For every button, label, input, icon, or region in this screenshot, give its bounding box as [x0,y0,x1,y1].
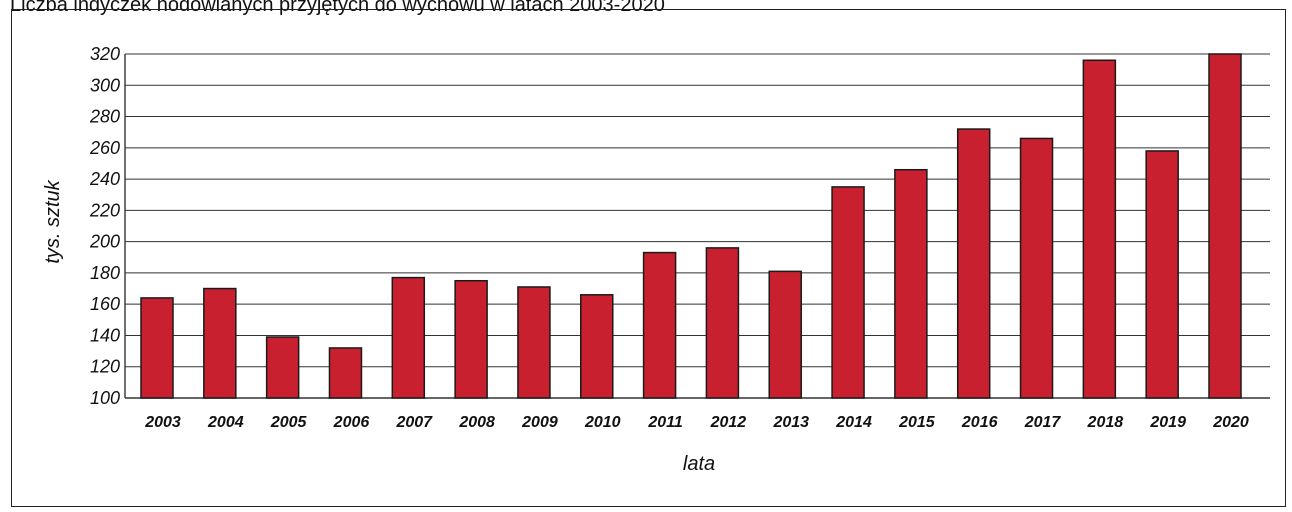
y-tick-label: 140 [90,325,120,345]
y-tick-labels: 100 120 140 160 180 200 220 240 260 280 300 320 [89,44,120,408]
x-tick-label: 2006 [333,414,370,431]
x-tick-label: 2007 [395,414,433,431]
y-tick-label: 280 [89,107,120,127]
bar-2015 [894,168,928,399]
bar-2016 [956,128,991,399]
bar-2013 [768,270,802,399]
x-tick-label: 2013 [772,414,809,431]
bar-2017 [1019,137,1054,399]
bar-2009 [517,286,551,399]
bars [140,53,1242,399]
x-tick-label: 2004 [207,414,244,431]
y-tick-label: 200 [89,232,120,252]
y-tick-label: 220 [89,200,120,220]
y-axis-label: tys. sztuk [42,179,64,263]
x-tick-label: 2003 [144,414,181,431]
gridlines [124,53,1270,399]
x-tick-label: 2005 [270,414,308,431]
chart-frame [11,9,1286,507]
y-tick-label: 100 [90,388,120,408]
y-tick-label: 240 [89,169,120,189]
x-tick-label: 2012 [710,414,747,431]
x-tick-label: 2017 [1024,414,1062,431]
x-tick-label: 2010 [584,414,621,431]
bar-2011 [642,251,677,399]
bar-2010 [580,294,614,399]
bar-2019 [1145,150,1179,399]
bar-2003 [140,297,174,399]
bar-2008 [454,279,488,399]
x-tick-labels: 2003 2004 2005 2006 2007 2008 2009 2010 2011 2012… [144,414,1249,431]
bar-2012 [705,247,740,399]
bar-2005 [265,336,300,399]
x-tick-label: 2016 [961,414,998,431]
bar-2014 [831,186,865,399]
x-tick-label: 2015 [898,414,936,431]
x-tick-label: 2011 [647,414,683,431]
x-tick-label: 2008 [458,414,495,431]
chart-title: Liczba indyczek hodowlanych przyjętych d… [10,0,665,16]
bar-2006 [328,347,363,399]
bar-2004 [203,287,237,399]
x-axis-label: lata [683,453,715,475]
x-tick-label: 2019 [1149,414,1186,431]
x-tick-label: 2018 [1087,414,1124,431]
x-tick-label: 2014 [835,414,872,431]
bar-2020 [1208,53,1242,399]
y-tick-label: 180 [90,263,120,283]
y-tick-label: 160 [90,294,120,314]
x-tick-label: 2009 [521,414,558,431]
bar-2007 [391,276,426,399]
y-tick-label: 320 [90,44,120,64]
bar-2018 [1082,59,1117,399]
y-tick-label: 260 [89,138,120,158]
y-tick-label: 300 [90,75,120,95]
x-tick-label: 2020 [1212,414,1249,431]
y-tick-label: 120 [90,357,120,377]
